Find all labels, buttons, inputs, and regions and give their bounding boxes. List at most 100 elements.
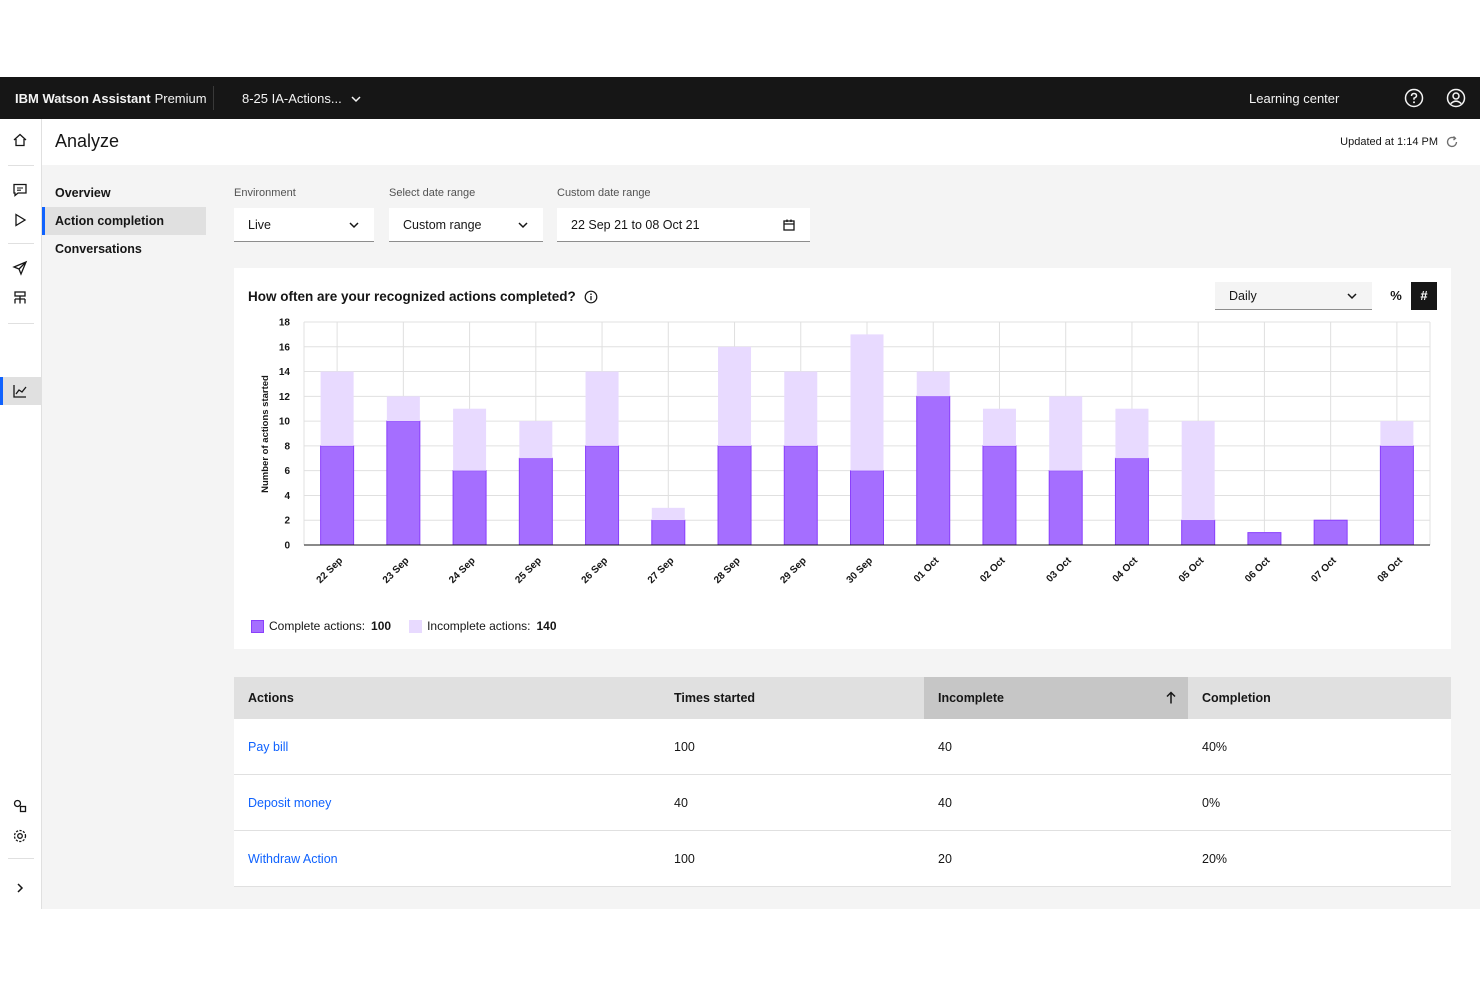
- app-frame: IBM Watson Assistant Premium 8-25 IA-Acti…: [0, 77, 1480, 909]
- user-avatar-icon[interactable]: [1446, 88, 1466, 108]
- header-completion[interactable]: Completion: [1202, 691, 1271, 705]
- calendar-icon[interactable]: [782, 218, 796, 232]
- y-tick-label: 10: [279, 417, 291, 428]
- environments-icon[interactable]: [11, 289, 29, 307]
- legend-complete[interactable]: Complete actions: 100: [251, 619, 391, 633]
- bar-incomplete: [1380, 421, 1414, 446]
- bar-complete: [1048, 470, 1083, 546]
- project-switcher[interactable]: 8-25 IA-Actions...: [242, 91, 362, 106]
- completion-cell: 0%: [1202, 796, 1221, 810]
- plan-label: Premium: [154, 91, 207, 106]
- bar-complete: [585, 445, 620, 546]
- y-tick-label: 18: [279, 318, 291, 329]
- custom-date-range-input[interactable]: 22 Sep 21 to 08 Oct 21: [557, 208, 810, 242]
- brand[interactable]: IBM Watson Assistant Premium: [15, 91, 207, 106]
- bar-complete: [518, 457, 553, 546]
- table-row: Withdraw Action 100 20 20%: [234, 831, 1451, 887]
- rail-separator: [8, 243, 34, 244]
- count-view-button[interactable]: #: [1411, 282, 1437, 310]
- learning-center-link[interactable]: Learning center: [1249, 91, 1340, 106]
- percent-view-button[interactable]: %: [1390, 288, 1402, 303]
- publish-rocket-icon[interactable]: [11, 259, 29, 277]
- header-incomplete[interactable]: Incomplete: [924, 677, 1188, 719]
- info-icon[interactable]: [584, 290, 598, 304]
- legend-swatch-incomplete: [409, 619, 423, 633]
- table-header: Actions Times started Incomplete Complet…: [234, 677, 1451, 719]
- environment-dropdown[interactable]: Live: [234, 208, 374, 242]
- date-range-value: Custom range: [403, 218, 482, 232]
- x-tick-label: 28 Sep: [712, 555, 743, 586]
- date-range-label: Select date range: [389, 187, 476, 199]
- action-link[interactable]: Withdraw Action: [248, 852, 338, 866]
- header-actions[interactable]: Actions: [248, 691, 294, 705]
- preview-play-icon[interactable]: [11, 211, 29, 229]
- date-range-dropdown[interactable]: Custom range: [389, 208, 543, 242]
- bar-incomplete: [519, 421, 553, 459]
- subnav-conversations[interactable]: Conversations: [55, 242, 142, 256]
- chart-card: How often are your recognized actions co…: [234, 268, 1451, 649]
- project-name: 8-25 IA-Actions...: [242, 91, 342, 106]
- bar-incomplete: [1049, 396, 1083, 471]
- help-icon[interactable]: [1404, 88, 1424, 108]
- expand-chevron-right-icon[interactable]: [11, 879, 29, 897]
- x-tick-label: 07 Oct: [1309, 555, 1339, 585]
- completion-cell: 20%: [1202, 852, 1228, 866]
- refresh-icon[interactable]: [1444, 134, 1460, 150]
- bar-complete: [1247, 532, 1282, 546]
- home-icon[interactable]: [11, 131, 29, 149]
- bar-complete: [1114, 457, 1149, 546]
- bar-incomplete: [916, 371, 950, 397]
- x-tick-label: 01 Oct: [912, 555, 942, 585]
- incomplete-cell: 40: [938, 740, 952, 754]
- x-tick-label: 04 Oct: [1111, 555, 1141, 585]
- sort-arrow-up-icon[interactable]: [1164, 691, 1178, 705]
- subnav-action-completion[interactable]: Action completion: [42, 207, 206, 235]
- bar-complete: [386, 420, 421, 546]
- incomplete-cell: 40: [938, 796, 952, 810]
- x-tick-label: 25 Sep: [513, 555, 544, 586]
- top-bar: IBM Watson Assistant Premium 8-25 IA-Acti…: [0, 77, 1480, 119]
- x-tick-label: 29 Sep: [778, 555, 809, 586]
- header-times-started[interactable]: Times started: [674, 691, 756, 705]
- completion-cell: 40%: [1202, 740, 1228, 754]
- y-tick-label: 2: [284, 516, 290, 527]
- bar-complete: [783, 445, 818, 546]
- x-tick-label: 24 Sep: [447, 555, 478, 586]
- settings-gear-icon[interactable]: [11, 827, 29, 845]
- chevron-down-icon: [1347, 293, 1357, 300]
- x-tick-label: 30 Sep: [845, 555, 876, 586]
- subnav-overview[interactable]: Overview: [55, 186, 111, 200]
- y-tick-label: 0: [284, 541, 290, 552]
- bar-complete: [1379, 445, 1414, 546]
- legend-incomplete[interactable]: Incomplete actions: 140: [409, 619, 557, 633]
- period-value: Daily: [1229, 289, 1257, 303]
- bar-incomplete: [850, 334, 884, 471]
- x-tick-label: 23 Sep: [381, 555, 412, 586]
- legend-incomplete-label: Incomplete actions:: [427, 619, 531, 633]
- table-row: Pay bill 100 40 40%: [234, 719, 1451, 775]
- bar-complete: [1181, 519, 1216, 546]
- action-link[interactable]: Pay bill: [248, 740, 289, 754]
- y-tick-label: 4: [284, 491, 290, 502]
- chevron-down-icon: [349, 222, 359, 229]
- rail-separator: [8, 165, 34, 166]
- y-tick-label: 6: [284, 466, 290, 477]
- bar-complete: [982, 445, 1017, 546]
- x-tick-label: 03 Oct: [1044, 555, 1074, 585]
- custom-date-range-value: 22 Sep 21 to 08 Oct 21: [571, 218, 700, 232]
- action-link[interactable]: Deposit money: [248, 796, 332, 810]
- bar-incomplete: [1181, 421, 1215, 521]
- chat-icon[interactable]: [11, 181, 29, 199]
- legend-complete-total: 100: [371, 619, 392, 633]
- integrations-icon[interactable]: [11, 797, 29, 815]
- table-row: Deposit money 40 40 0%: [234, 775, 1451, 831]
- times-started-cell: 100: [674, 740, 695, 754]
- legend-swatch-complete: [251, 619, 264, 633]
- analytics-chart-icon[interactable]: [11, 382, 29, 400]
- chevron-down-icon: [351, 95, 361, 102]
- legend-incomplete-total: 140: [536, 619, 557, 633]
- bar-incomplete: [386, 396, 420, 422]
- bar-complete: [916, 395, 951, 546]
- y-tick-label: 8: [284, 441, 290, 452]
- period-dropdown[interactable]: Daily: [1215, 282, 1372, 310]
